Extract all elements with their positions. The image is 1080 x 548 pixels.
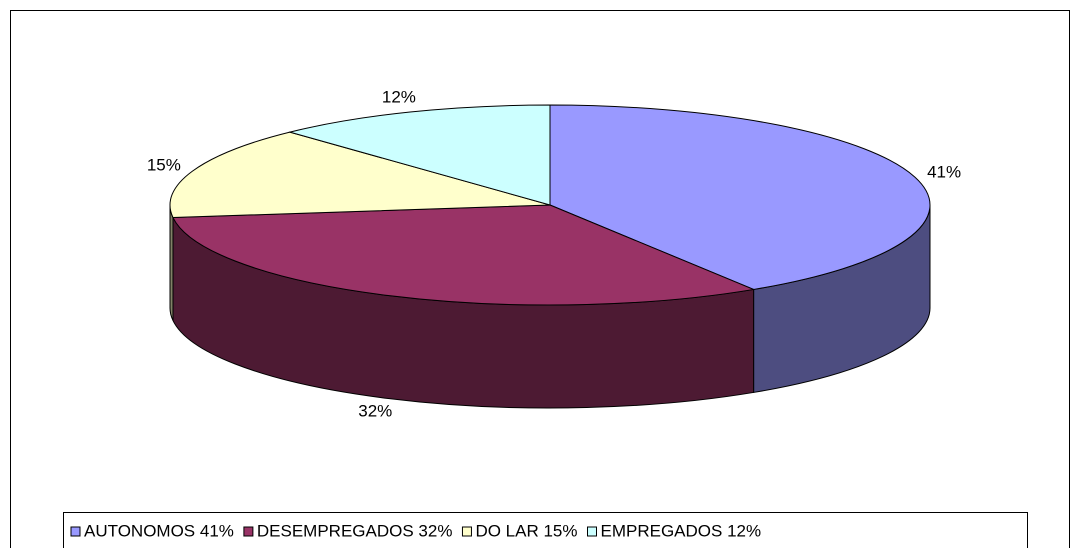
legend-swatch bbox=[243, 526, 254, 537]
data-label: 41% bbox=[927, 162, 961, 181]
data-label: 15% bbox=[147, 156, 181, 175]
slice bbox=[549, 104, 931, 290]
legend-swatch bbox=[587, 526, 597, 537]
legend-box bbox=[63, 512, 1028, 548]
slice bbox=[172, 204, 756, 306]
slice-side bbox=[169, 204, 174, 321]
legend-label: EMPREGADOS 12% bbox=[601, 521, 762, 540]
legend-swatch bbox=[70, 526, 81, 537]
legend-label: DO LAR 15% bbox=[475, 521, 577, 540]
pie: 41% 32% 15% 12% bbox=[147, 88, 961, 421]
slice bbox=[287, 104, 551, 206]
data-label: 32% bbox=[358, 402, 392, 421]
legend-label: AUTONOMOS 41% bbox=[84, 521, 234, 540]
legend: AUTONOMOS 41% DESEMPREGADOS 32% DO LAR 15%… bbox=[70, 521, 762, 540]
legend-label: DESEMPREGADOS 32% bbox=[257, 521, 453, 540]
slice bbox=[169, 131, 551, 219]
legend-swatch bbox=[461, 526, 472, 537]
data-label: 12% bbox=[382, 88, 416, 107]
